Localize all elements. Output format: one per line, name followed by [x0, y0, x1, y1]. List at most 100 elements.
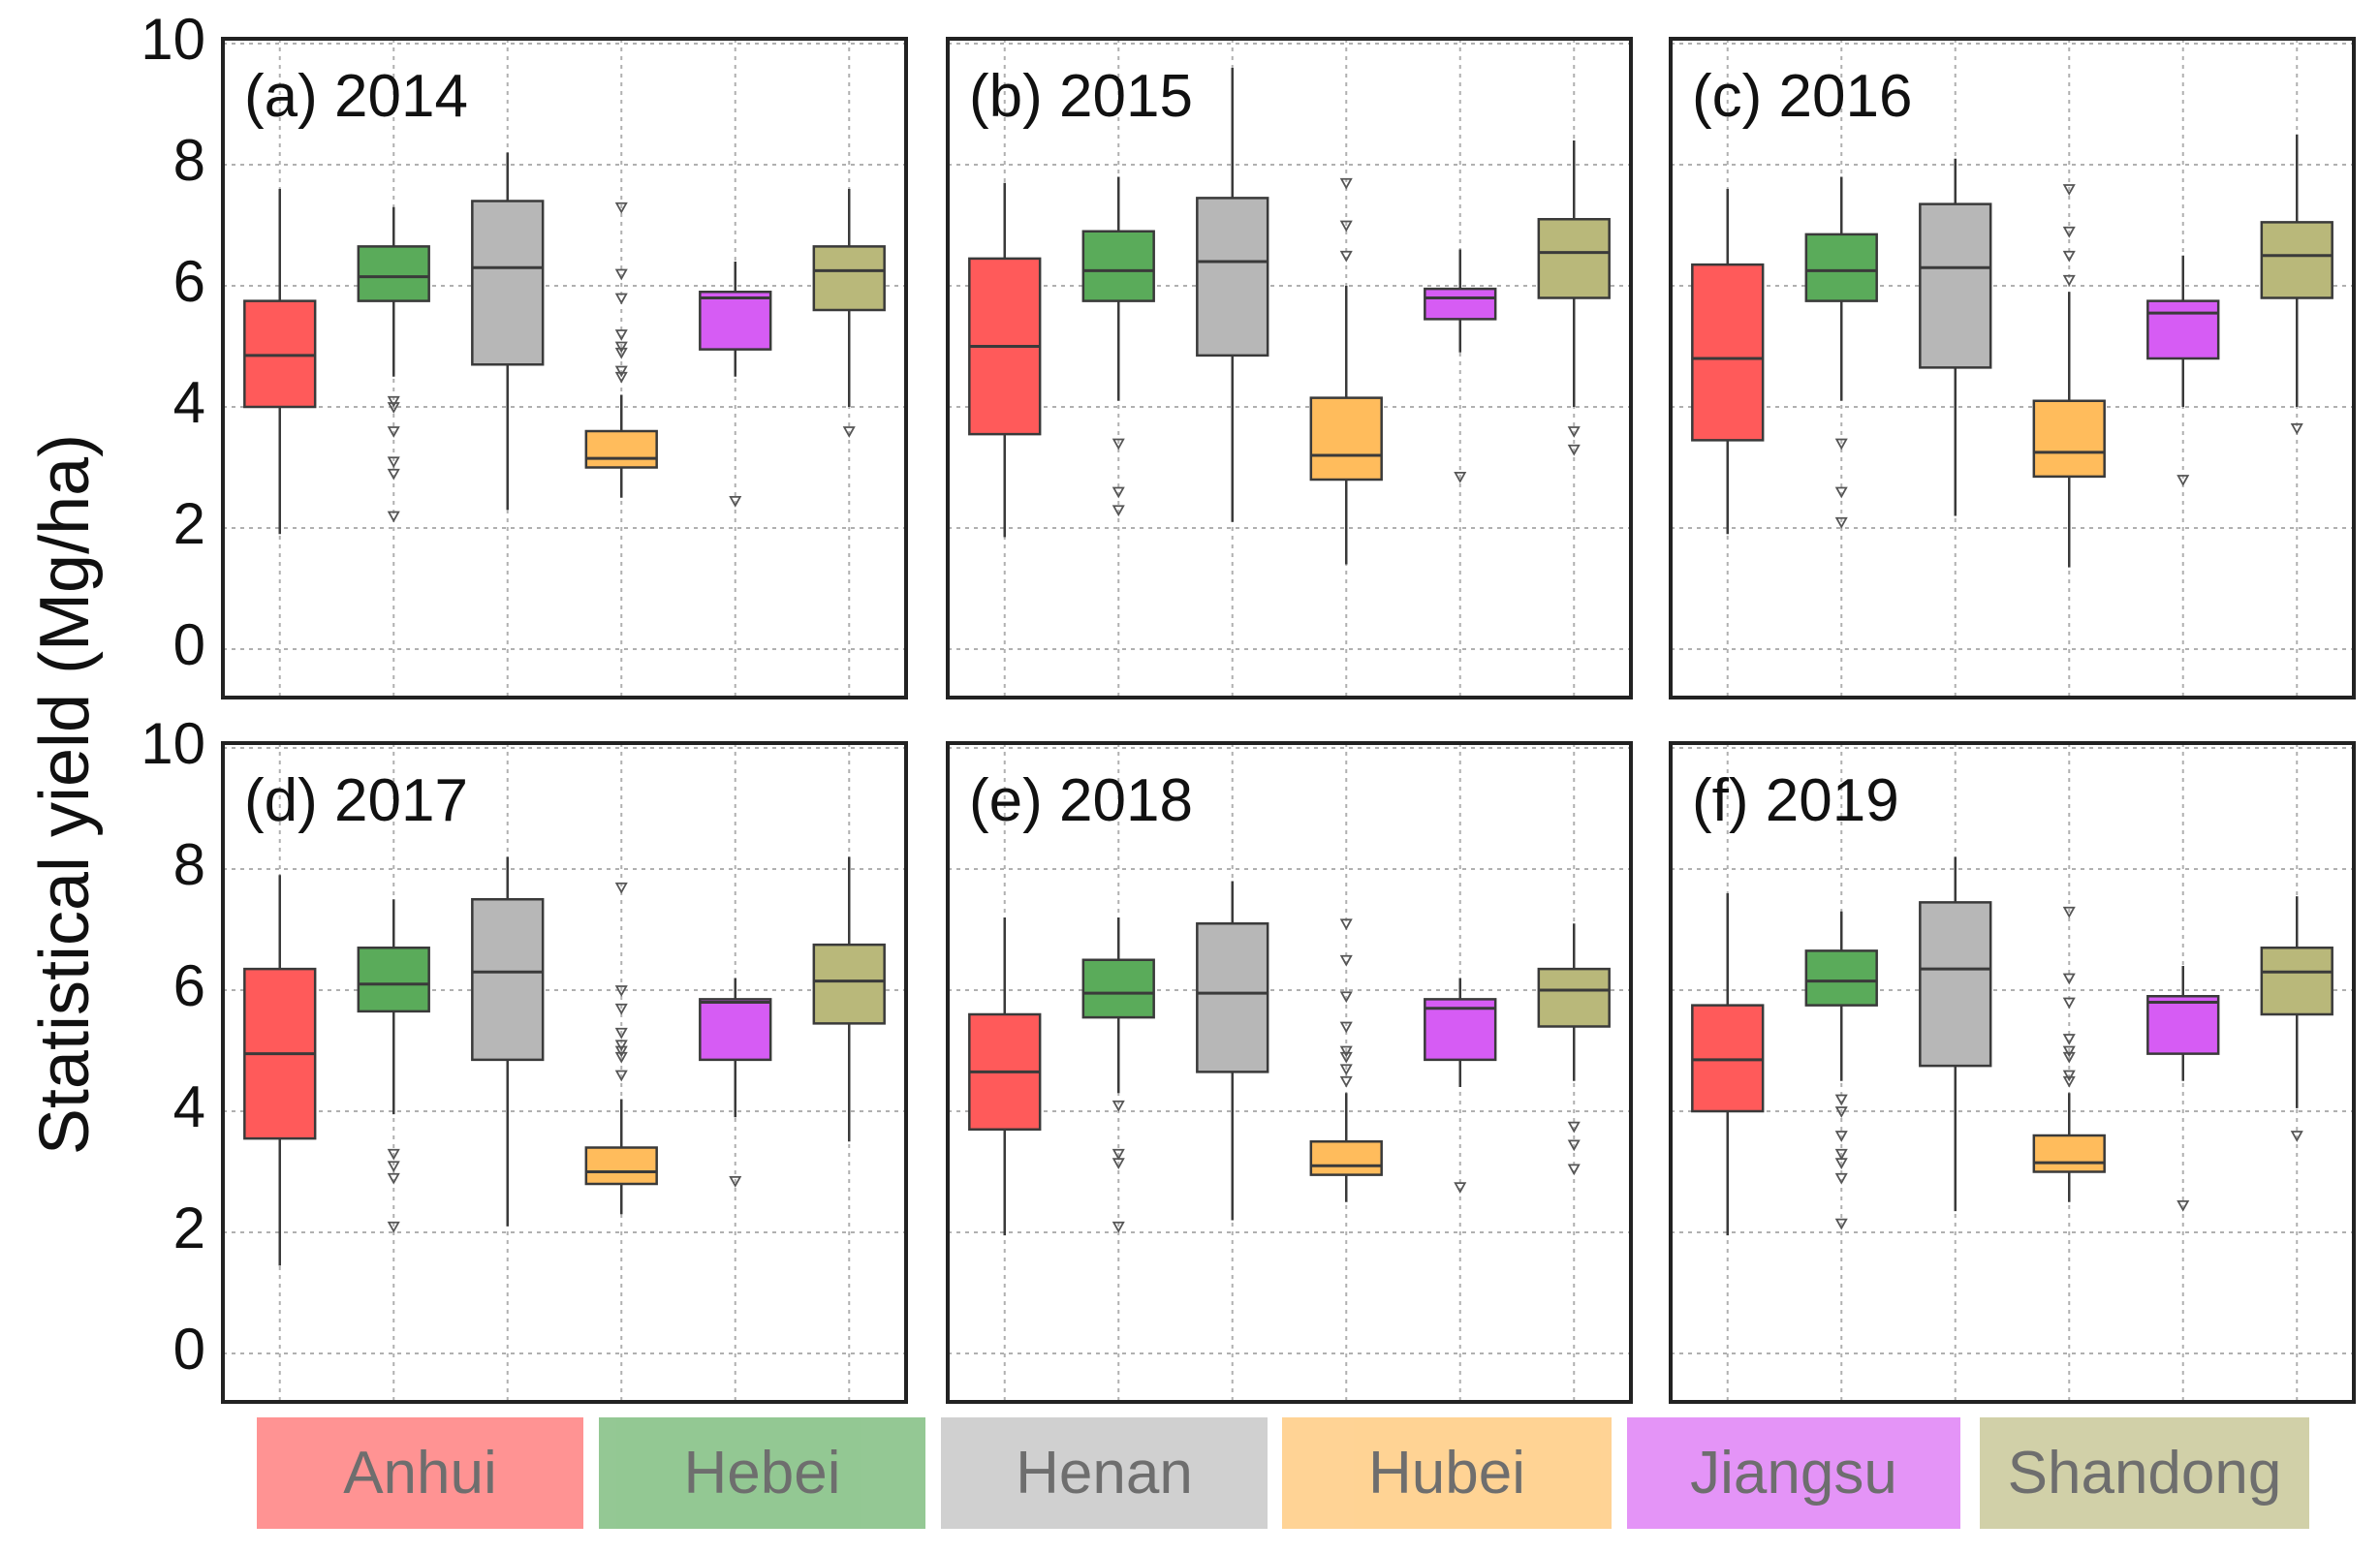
outlier-marker	[387, 468, 400, 481]
box-jiangsu	[1424, 978, 1497, 1194]
outlier-marker	[729, 1175, 742, 1188]
outlier-marker	[1112, 1221, 1125, 1233]
box-henan	[471, 152, 545, 511]
y-axis-label: Statistical yield (Mg/ha)	[26, 434, 104, 1155]
box-hubei	[584, 882, 658, 1215]
panel: (e) 2018	[946, 741, 1633, 1404]
outlier-marker	[2290, 1131, 2303, 1142]
panel-frame	[221, 741, 908, 1404]
panel-frame	[946, 37, 1633, 699]
outlier-marker	[1339, 918, 1353, 931]
y-tick-label: 4	[173, 370, 205, 435]
outlier-marker	[1339, 1045, 1353, 1058]
outlier-marker	[1834, 1148, 1848, 1161]
box-body	[812, 245, 886, 312]
outlier-marker	[2062, 1070, 2076, 1082]
box-body	[1309, 396, 1383, 482]
box-hubei	[2032, 184, 2106, 568]
y-tick-label: 4	[173, 1074, 205, 1139]
box-body	[1804, 949, 1878, 1007]
y-tick-label: 6	[173, 249, 205, 314]
panel-frame	[1669, 741, 2356, 1404]
outlier-marker	[1834, 1158, 1848, 1169]
outlier-marker	[1339, 1051, 1353, 1064]
outlier-marker	[614, 371, 628, 384]
panel-background	[223, 39, 906, 698]
outlier-marker	[614, 1045, 628, 1058]
outlier-marker	[2062, 226, 2076, 238]
box-anhui	[1691, 893, 1765, 1236]
box-hebei	[357, 899, 430, 1233]
outlier-marker	[614, 1040, 628, 1052]
outlier-marker	[2062, 1045, 2076, 1058]
outlier-marker	[729, 495, 742, 508]
box-hubei	[2032, 906, 2106, 1202]
legend-label: Henan	[1016, 1440, 1193, 1507]
box-anhui	[243, 875, 317, 1266]
box-body	[812, 943, 886, 1025]
y-tick-label: 10	[141, 711, 205, 776]
panel-background	[1671, 743, 2354, 1402]
box-hubei	[584, 202, 658, 498]
outlier-marker	[1567, 426, 1581, 438]
box-body	[1804, 233, 1878, 302]
outlier-marker	[614, 985, 628, 997]
outlier-marker	[842, 426, 856, 438]
box-body	[2146, 995, 2220, 1055]
panel: (b) 2015	[946, 37, 1633, 699]
panel-background	[948, 39, 1631, 698]
box-shandong	[812, 189, 886, 438]
outlier-marker	[2062, 250, 2076, 263]
legend-label: Jiangsu	[1690, 1440, 1897, 1507]
box-anhui	[968, 182, 1042, 538]
box-body	[699, 998, 772, 1062]
box-body	[1691, 1004, 1765, 1113]
outlier-marker	[1112, 1158, 1125, 1169]
box-shandong	[2260, 896, 2333, 1142]
box-henan	[1196, 881, 1269, 1221]
legend-item-anhui: Anhui	[257, 1417, 583, 1529]
y-tick-label: 8	[173, 128, 205, 193]
outlier-marker	[2062, 1075, 2076, 1088]
outlier-marker	[2176, 1199, 2190, 1212]
panel-title: (d) 2017	[244, 767, 468, 834]
box-jiangsu	[1424, 249, 1497, 483]
outlier-marker	[1834, 516, 1848, 529]
outlier-marker	[387, 456, 400, 469]
outlier-marker	[387, 402, 400, 414]
outlier-marker	[614, 365, 628, 378]
legend-item-jiangsu: Jiangsu	[1627, 1417, 1960, 1529]
outlier-marker	[387, 1221, 400, 1233]
box-body	[243, 299, 317, 409]
outlier-marker	[1834, 1218, 1848, 1230]
y-tick-label: 0	[173, 612, 205, 677]
outlier-marker	[614, 1051, 628, 1064]
box-body	[357, 245, 430, 302]
legend-label: Anhui	[343, 1440, 497, 1507]
legend-item-hebei: Hebei	[599, 1417, 925, 1529]
box-hebei	[1804, 176, 1878, 529]
y-tick-label: 8	[173, 832, 205, 897]
panels-layer: (a) 2014 0 2 4 6 8 10 (b) 2015 (c) 2016 (d) 2017 0…	[141, 7, 2356, 1404]
box-body	[1196, 922, 1269, 1073]
box-body	[471, 898, 545, 1062]
box-body	[2260, 221, 2333, 299]
box-body	[1309, 1140, 1383, 1176]
outlier-marker	[1567, 444, 1581, 456]
outlier-marker	[1834, 1131, 1848, 1142]
box-anhui	[243, 189, 317, 535]
outlier-marker	[1339, 954, 1353, 967]
outlier-marker	[614, 1027, 628, 1040]
y-tick-label: 10	[141, 7, 205, 72]
box-body	[1691, 263, 1765, 442]
outlier-marker	[1339, 220, 1353, 233]
box-shandong	[1537, 923, 1611, 1176]
outlier-marker	[2062, 973, 2076, 985]
outlier-marker	[387, 395, 400, 408]
panel-title: (c) 2016	[1692, 63, 1912, 130]
box-jiangsu	[2146, 255, 2220, 486]
box-body	[2260, 947, 2333, 1016]
legend-item-hubei: Hubei	[1282, 1417, 1612, 1529]
box-body	[1081, 230, 1155, 302]
box-shandong	[1537, 140, 1611, 456]
